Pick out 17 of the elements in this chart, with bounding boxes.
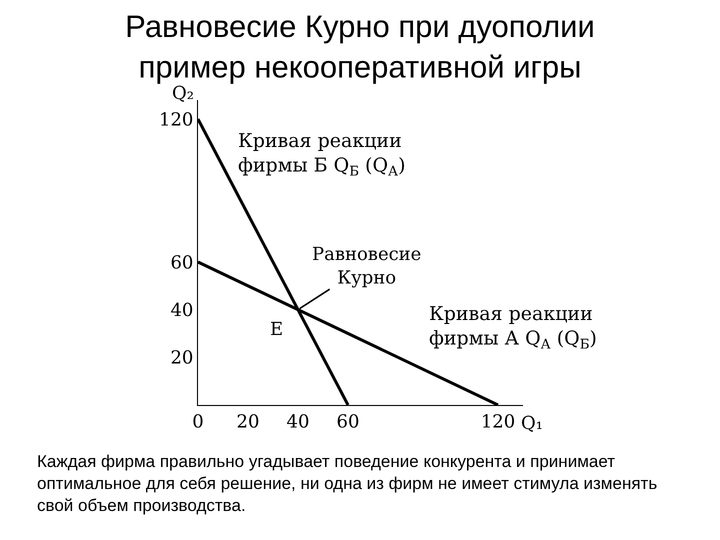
annotation: E [270, 319, 284, 340]
text: Каждая фирма правильно угадывает поведение конкурента и принимает оптимальное для себя решение, ни одна из фирм не имеет стимула изменять свой объем производства. [37, 452, 658, 516]
y-axis-title: Q₂ [172, 83, 194, 104]
x-tick-label: 20 [236, 412, 260, 433]
y-tick-label: 40 [170, 300, 194, 321]
annotation: Равновесие Курно [312, 244, 422, 288]
x-tick-label: 40 [286, 412, 310, 433]
y-tick-label: 20 [170, 348, 194, 369]
x-axis-title: Q₁ [521, 413, 543, 434]
chart-title: Равновесие Курно при дуополии пример некооперативной игры [125, 9, 595, 84]
y-tick-label: 60 [170, 252, 194, 274]
series-label: Кривая реакции фирмы А Q$_{А}$ (Q$_{Б}$) [429, 303, 597, 353]
x-tick-label: 60 [336, 412, 360, 433]
series-label: Кривая реакции фирмы Б Q$_{Б}$ (Q$_{А}$) [238, 130, 406, 180]
x-tick-label: 120 [480, 412, 516, 433]
x-tick-label: 0 [192, 412, 204, 433]
y-tick-label: 120 [159, 109, 194, 130]
